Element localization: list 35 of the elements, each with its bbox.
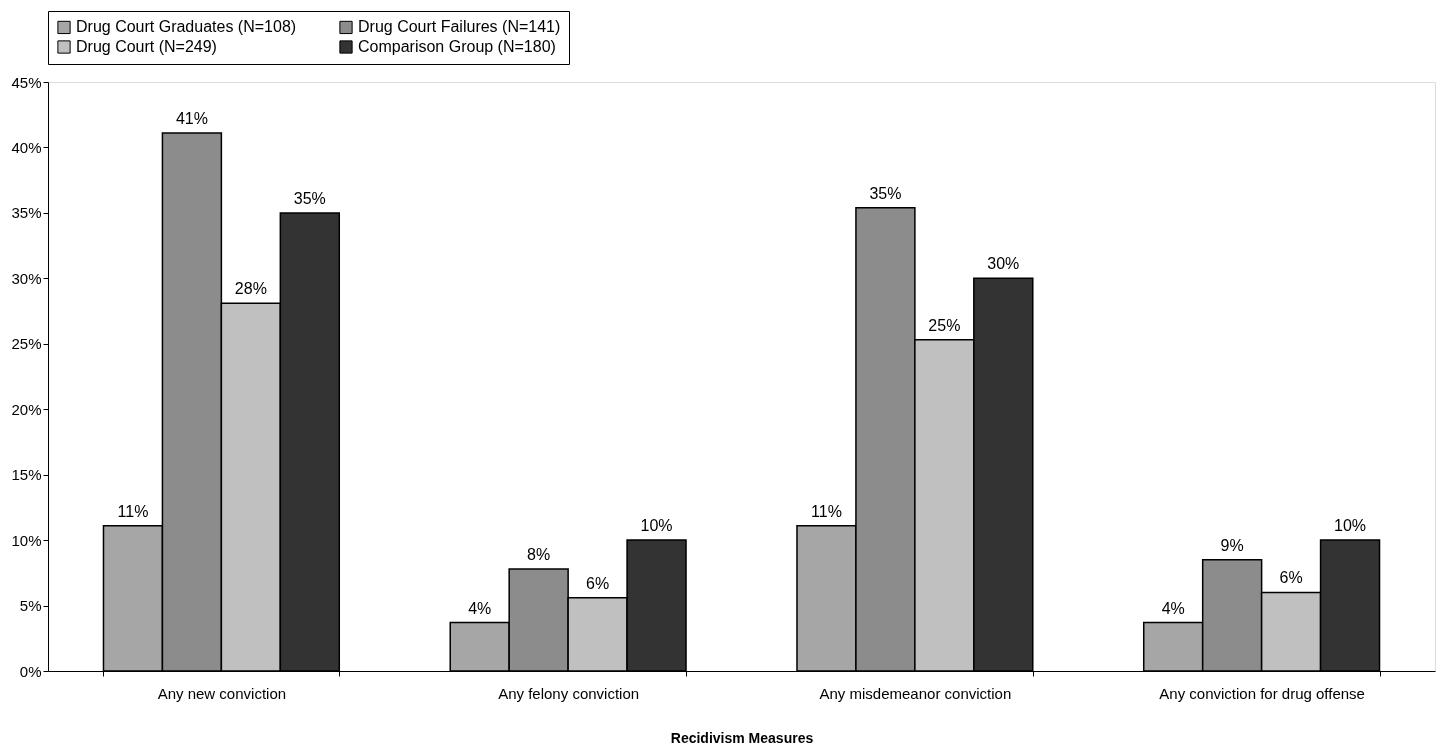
y-tick-label: 20% xyxy=(11,400,42,418)
data-label: 11% xyxy=(811,502,842,520)
y-tick-label: 40% xyxy=(11,138,42,156)
legend-label: Drug Court (N=249) xyxy=(76,38,217,55)
legend-label: Drug Court Failures (N=141) xyxy=(358,18,561,36)
data-label: 28% xyxy=(234,280,267,298)
y-tick-label: 30% xyxy=(11,269,42,287)
x-tick-label: Any new conviction xyxy=(157,684,287,702)
x-axis-title: Recidivism Measures xyxy=(670,729,814,746)
data-label: 10% xyxy=(1334,517,1367,535)
data-label: 6% xyxy=(586,574,610,592)
data-label: 11% xyxy=(117,502,149,520)
data-label: 8% xyxy=(527,545,551,563)
legend-label: Drug Court Graduates (N=108) xyxy=(76,18,297,36)
x-tick-label: Any felony conviction xyxy=(498,684,640,702)
data-label: 10% xyxy=(640,517,673,535)
data-label: 41% xyxy=(175,110,208,128)
y-tick-label: 10% xyxy=(11,531,42,549)
y-tick-label: 35% xyxy=(11,204,42,222)
x-tick-label: Any conviction for drug offense xyxy=(1159,684,1365,702)
data-label: 4% xyxy=(1161,599,1185,617)
y-tick-label: 45% xyxy=(11,73,42,91)
data-label: 35% xyxy=(869,184,902,202)
data-label: 9% xyxy=(1220,536,1244,554)
data-label: 6% xyxy=(1279,569,1303,587)
data-label: 35% xyxy=(293,189,326,207)
x-tick-label: Any misdemeanor conviction xyxy=(819,684,1012,702)
y-tick-label: 0% xyxy=(19,662,42,680)
legend-label: Comparison Group (N=180) xyxy=(358,38,556,55)
data-label: 30% xyxy=(987,255,1020,273)
y-tick-label: 25% xyxy=(11,335,42,353)
data-label: 25% xyxy=(928,316,961,334)
y-tick-label: 5% xyxy=(19,597,42,615)
data-label: 4% xyxy=(468,599,492,617)
y-tick-label: 15% xyxy=(11,466,42,484)
